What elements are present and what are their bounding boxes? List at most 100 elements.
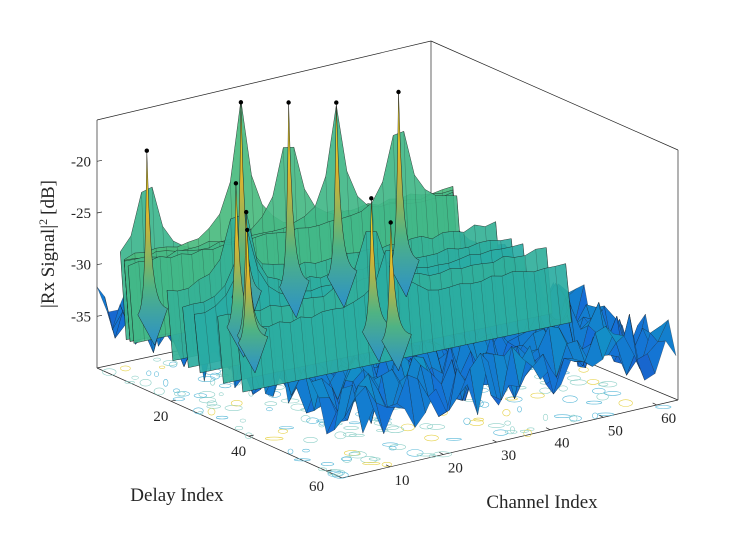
contour-line — [348, 452, 361, 456]
contour-line — [419, 423, 434, 430]
contour-line — [553, 414, 571, 419]
contour-line — [493, 429, 509, 436]
peak-marker — [144, 148, 149, 153]
contour-line — [197, 411, 204, 415]
contour-line — [302, 448, 310, 453]
contour-line — [206, 404, 221, 409]
peak-marker — [388, 220, 393, 225]
ridge-mesh-line — [544, 268, 551, 327]
ridge-mesh-line — [215, 306, 222, 369]
ridge-mesh-line — [182, 307, 189, 368]
z-tick-mark — [96, 314, 103, 317]
contour-line — [174, 391, 186, 397]
contour-line — [177, 391, 190, 397]
contour-line — [303, 436, 318, 443]
ridge-mesh-line — [438, 289, 445, 350]
contour-line — [504, 429, 518, 435]
y-tick-mark — [170, 399, 176, 402]
contour-line — [215, 415, 229, 420]
contour-line — [368, 457, 381, 461]
contour-line — [348, 421, 361, 425]
ridge-mesh-line — [159, 256, 166, 337]
ridge-mesh-line — [342, 307, 350, 370]
contour-line — [146, 370, 152, 376]
ridge-mesh-line — [166, 290, 173, 361]
ridge-mesh-line — [448, 287, 456, 348]
contour-line — [400, 423, 415, 432]
contour-line — [597, 412, 615, 416]
contour-line — [597, 382, 609, 387]
z-tick-label: -30 — [71, 258, 91, 274]
x-tick-mark — [599, 415, 604, 418]
contour-line — [567, 375, 581, 381]
contour-line — [168, 361, 178, 368]
contour-line — [198, 390, 216, 398]
peak-marker — [244, 209, 249, 215]
contour-line — [487, 423, 505, 428]
contour-line — [381, 461, 393, 467]
contour-line — [604, 391, 622, 396]
y-tick-label: 40 — [231, 444, 246, 460]
contour-line — [599, 381, 618, 388]
z-tick-mark — [96, 211, 103, 214]
ridge-mesh-line — [554, 266, 562, 325]
contour-line — [510, 426, 515, 434]
contour-line — [306, 417, 319, 424]
ridge-mesh-line — [332, 309, 339, 372]
contour-line — [569, 414, 578, 423]
y-tick-label: 20 — [153, 409, 168, 425]
contour-line — [463, 417, 471, 425]
y-axis-label: Delay Index — [130, 485, 224, 506]
peak-marker — [369, 196, 374, 201]
contour-line — [163, 378, 169, 387]
contour-line — [542, 413, 549, 421]
contour-line — [293, 458, 311, 462]
floor-facet — [657, 319, 677, 356]
peak-marker — [334, 100, 339, 105]
peak-marker — [245, 227, 250, 233]
contour-line — [210, 372, 221, 380]
contour-line — [210, 378, 216, 386]
peak-markers — [144, 89, 401, 233]
ridge-mesh-line — [533, 271, 540, 330]
ridge-mesh-line — [417, 284, 424, 354]
x-tick-label: 50 — [608, 423, 623, 439]
ridge-mesh-line — [177, 290, 184, 359]
contour-line — [343, 432, 357, 437]
contour-line — [327, 470, 344, 478]
contour-line — [239, 418, 246, 423]
contour-line — [502, 409, 511, 417]
contour-line — [198, 397, 216, 404]
contour-line — [504, 420, 512, 426]
contour-line — [340, 456, 352, 462]
contour-line — [569, 415, 582, 422]
contour-line — [348, 433, 365, 437]
contour-line — [469, 419, 484, 427]
contour-line — [504, 397, 518, 401]
y-tick-label: 60 — [309, 479, 324, 495]
contour-line — [523, 429, 533, 438]
ridge-mesh-line — [459, 283, 466, 345]
ridge-mesh-line — [491, 275, 498, 339]
contour-line — [159, 365, 166, 369]
contour-line — [618, 399, 633, 407]
contour-line — [266, 407, 273, 412]
contour-line — [655, 405, 672, 409]
contour-line — [318, 467, 327, 472]
contour-line — [300, 415, 311, 423]
contour-line — [153, 357, 161, 362]
ridge-mesh-line — [523, 271, 530, 332]
ridge-mesh-line — [512, 271, 519, 334]
contour-line — [519, 429, 529, 433]
z-tick-label: -25 — [71, 206, 91, 222]
contour-line — [389, 443, 407, 450]
x-axis-label: Channel Index — [486, 492, 598, 513]
contour-line — [153, 387, 165, 396]
z-tick-label: -35 — [71, 309, 91, 325]
z-axis-label-superscript: 2 — [36, 219, 50, 225]
ridge-mesh-line — [300, 316, 307, 379]
contour-line — [362, 462, 381, 465]
peak-spike — [279, 102, 310, 319]
z-tick-label: -20 — [71, 154, 91, 170]
ridge-mesh-line — [470, 283, 477, 343]
